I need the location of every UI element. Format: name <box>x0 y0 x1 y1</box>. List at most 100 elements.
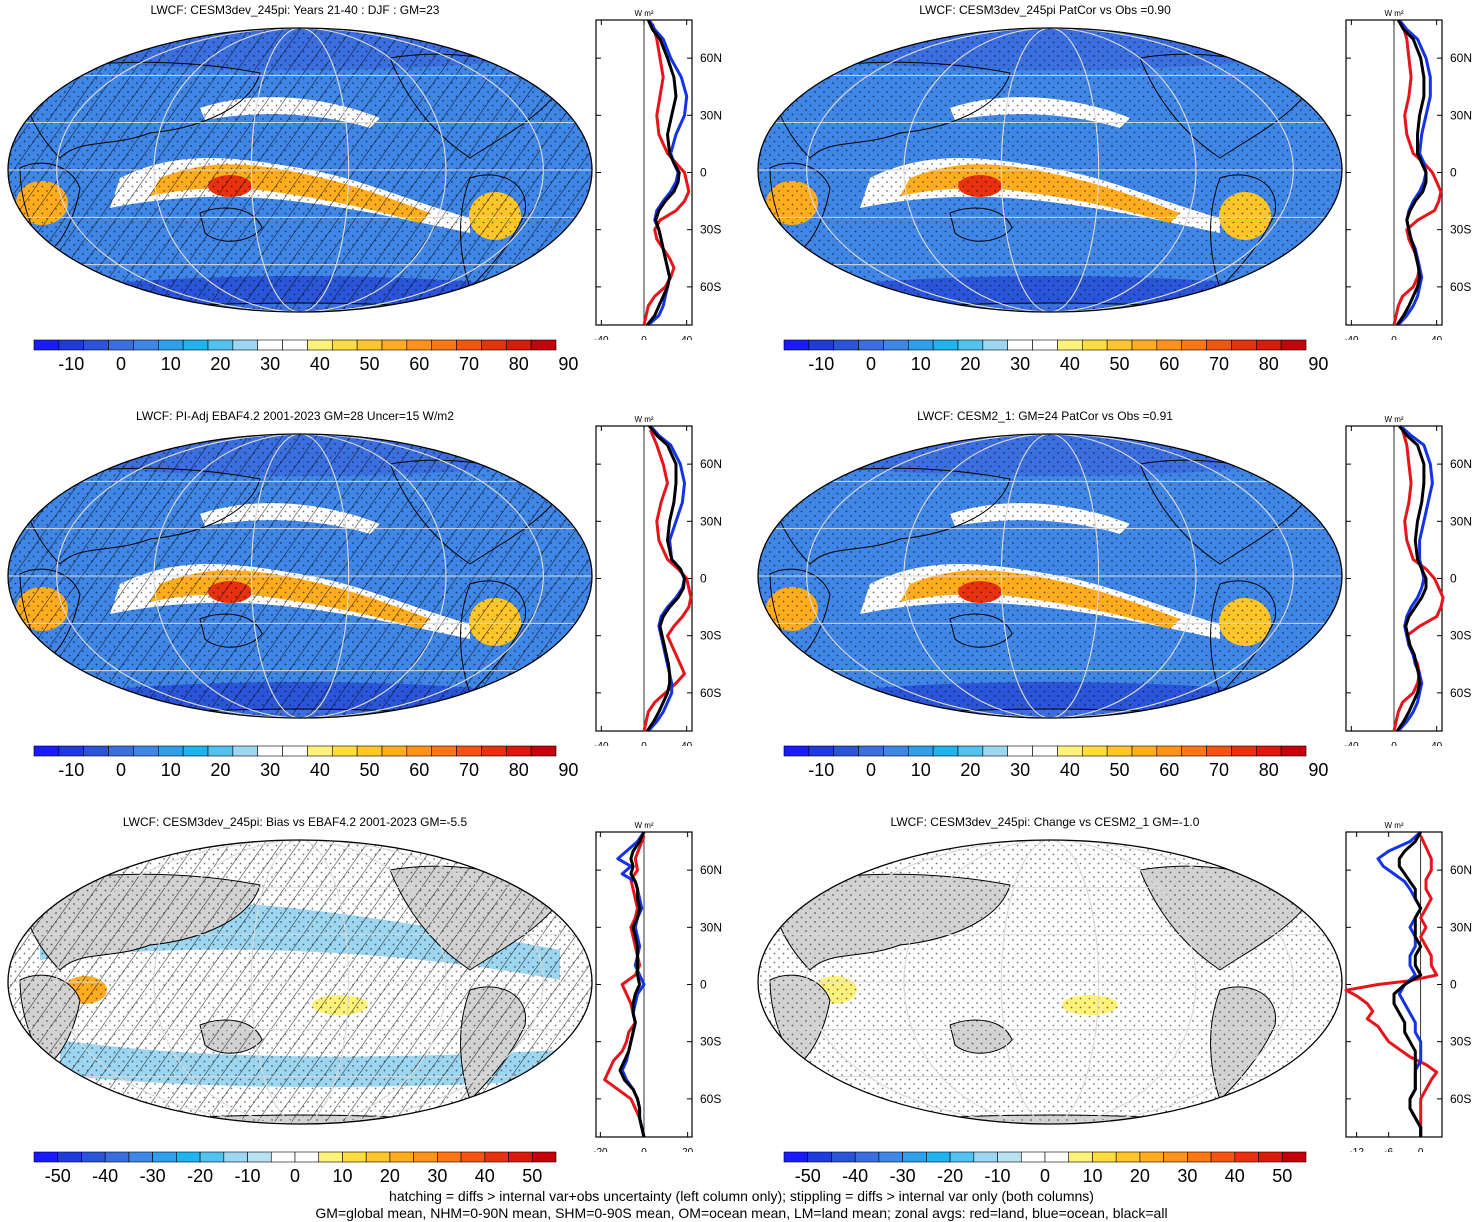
profile-lat-label: 30N <box>700 920 722 934</box>
profile-lat-label: 30N <box>700 108 722 122</box>
colorbar-tick-label: 70 <box>459 354 479 374</box>
colorbar-swatch <box>1068 1151 1093 1163</box>
colorbar-swatch <box>58 745 85 757</box>
longitude-line <box>56 840 544 1124</box>
map-field <box>758 28 1342 312</box>
profile-lat-label: 60N <box>1450 457 1472 471</box>
longitude-line <box>250 28 350 312</box>
colorbar-swatch <box>282 745 308 757</box>
colorbar-tick-label: -50 <box>45 1166 71 1186</box>
colorbar-tick-label: 50 <box>360 760 380 780</box>
colorbar-swatch <box>1007 339 1033 351</box>
colorbar-swatch <box>505 339 532 351</box>
colorbar-swatch <box>1231 339 1257 351</box>
longitude-line <box>806 840 1294 1124</box>
profile-lat-label: 30S <box>700 223 721 237</box>
colorbar-swatch <box>1081 339 1108 351</box>
colorbar-swatch <box>1163 1151 1188 1163</box>
profile-lat-label: 0 <box>700 572 707 586</box>
colorbar-swatch <box>104 1151 130 1163</box>
profile-unit-label: W m² <box>1384 9 1403 18</box>
colorbar-swatch <box>858 745 884 757</box>
longitude-line <box>903 840 1197 1124</box>
colorbar-tick-label: 50 <box>1272 1166 1292 1186</box>
colorbar-tick-label: 80 <box>509 354 529 374</box>
profile-lat-label: 30S <box>1450 629 1471 643</box>
colorbar-tick-label: 10 <box>161 354 181 374</box>
colorbar-swatch <box>932 339 959 351</box>
colorbar-swatch <box>365 1151 391 1163</box>
colorbar-tick-label: 70 <box>1209 354 1229 374</box>
colorbar-tick-label: 80 <box>509 760 529 780</box>
colorbar-swatch <box>807 1151 832 1163</box>
colorbar-swatch <box>57 1151 82 1163</box>
colorbar-swatch <box>257 745 283 757</box>
colorbar-swatch <box>1210 1151 1236 1163</box>
colorbar-swatch <box>133 745 159 757</box>
colorbar-tick-label: 30 <box>260 760 280 780</box>
colorbar-swatch <box>257 339 283 351</box>
colorbar-swatch <box>1181 745 1207 757</box>
colorbar-tick-label: 60 <box>1159 354 1179 374</box>
graticule <box>758 434 1342 718</box>
longitude-line <box>1000 28 1100 312</box>
zonal-profile: -20 0 20 W m² 60N 30N 0 30S 60S <box>593 821 722 1152</box>
panel-title: LWCF: CESM3dev_245pi: Bias vs EBAF4.2 20… <box>122 815 468 829</box>
colorbar-swatch <box>33 745 60 757</box>
colorbar-swatch <box>833 339 859 351</box>
colorbar-swatch <box>342 1151 367 1163</box>
colorbar-swatch <box>456 339 482 351</box>
colorbar-tick-label: 90 <box>558 354 578 374</box>
colorbar-swatch <box>128 1151 153 1163</box>
colorbar-tick-label: 0 <box>866 760 876 780</box>
colorbar-swatch <box>878 1151 903 1163</box>
colorbar-swatch <box>1115 1151 1141 1163</box>
profile-series-all <box>1392 831 1423 1137</box>
longitude-line <box>250 434 350 718</box>
profile-xtick-label: -40 <box>594 741 609 746</box>
colorbar-swatch <box>294 1151 320 1163</box>
colorbar-swatch <box>58 339 85 351</box>
colorbar-tick-label: 80 <box>1259 354 1279 374</box>
map-field <box>8 28 592 312</box>
colorbar-swatch <box>406 339 433 351</box>
colorbar-tick-label: 30 <box>427 1166 447 1186</box>
colorbar-tick-label: -20 <box>187 1166 213 1186</box>
zonal-profile: -40 0 40 W m² 60N 30N 0 30S 60S <box>594 9 722 340</box>
profile-lat-label: 0 <box>1450 572 1457 586</box>
map-panel <box>757 433 1343 719</box>
colorbar: -10 0 10 20 30 40 50 60 70 80 90 <box>783 745 1328 780</box>
profile-lat-label: 30N <box>1450 514 1472 528</box>
colorbar-swatch <box>957 745 984 757</box>
profile-lat-label: 30S <box>700 1035 721 1049</box>
colorbar-tick-label: -10 <box>235 1166 261 1186</box>
colorbar-tick-label: 10 <box>332 1166 352 1186</box>
colorbar-swatch <box>307 339 333 351</box>
colorbar: -10 0 10 20 30 40 50 60 70 80 90 <box>33 745 578 780</box>
longitude-line <box>903 28 1197 312</box>
panel-title: LWCF: CESM2_1: GM=24 PatCor vs Obs =0.91 <box>917 409 1173 423</box>
colorbar-swatch <box>831 1151 856 1163</box>
colorbar-swatch <box>182 745 209 757</box>
colorbar: -10 0 10 20 30 40 50 60 70 80 90 <box>33 339 578 374</box>
profile-xtick-label: 40 <box>1431 335 1443 340</box>
profile-lat-label: 30N <box>1450 920 1472 934</box>
colorbar-tick-label: 60 <box>409 354 429 374</box>
profile-unit-label: W m² <box>1384 821 1403 830</box>
profile-xtick-label: -40 <box>594 335 609 340</box>
longitude-line <box>806 28 1294 312</box>
panel-title: LWCF: CESM3dev_245pi: Change vs CESM2_1 … <box>890 815 1200 829</box>
colorbar-swatch <box>1255 339 1282 351</box>
colorbar-swatch <box>207 339 234 351</box>
profile-xtick-label: -40 <box>1344 335 1359 340</box>
profile-series-all <box>1395 19 1428 326</box>
profile-xtick-label: 0 <box>1391 741 1397 746</box>
colorbar-swatch <box>508 1151 533 1163</box>
profile-xtick-label: 40 <box>1431 741 1443 746</box>
map-border <box>7 433 593 719</box>
colorbar-tick-label: 70 <box>1209 760 1229 780</box>
colorbar-swatch <box>907 745 934 757</box>
colorbar-tick-label: 60 <box>1159 760 1179 780</box>
colorbar-tick-label: 10 <box>911 354 931 374</box>
colorbar-swatch <box>808 745 835 757</box>
